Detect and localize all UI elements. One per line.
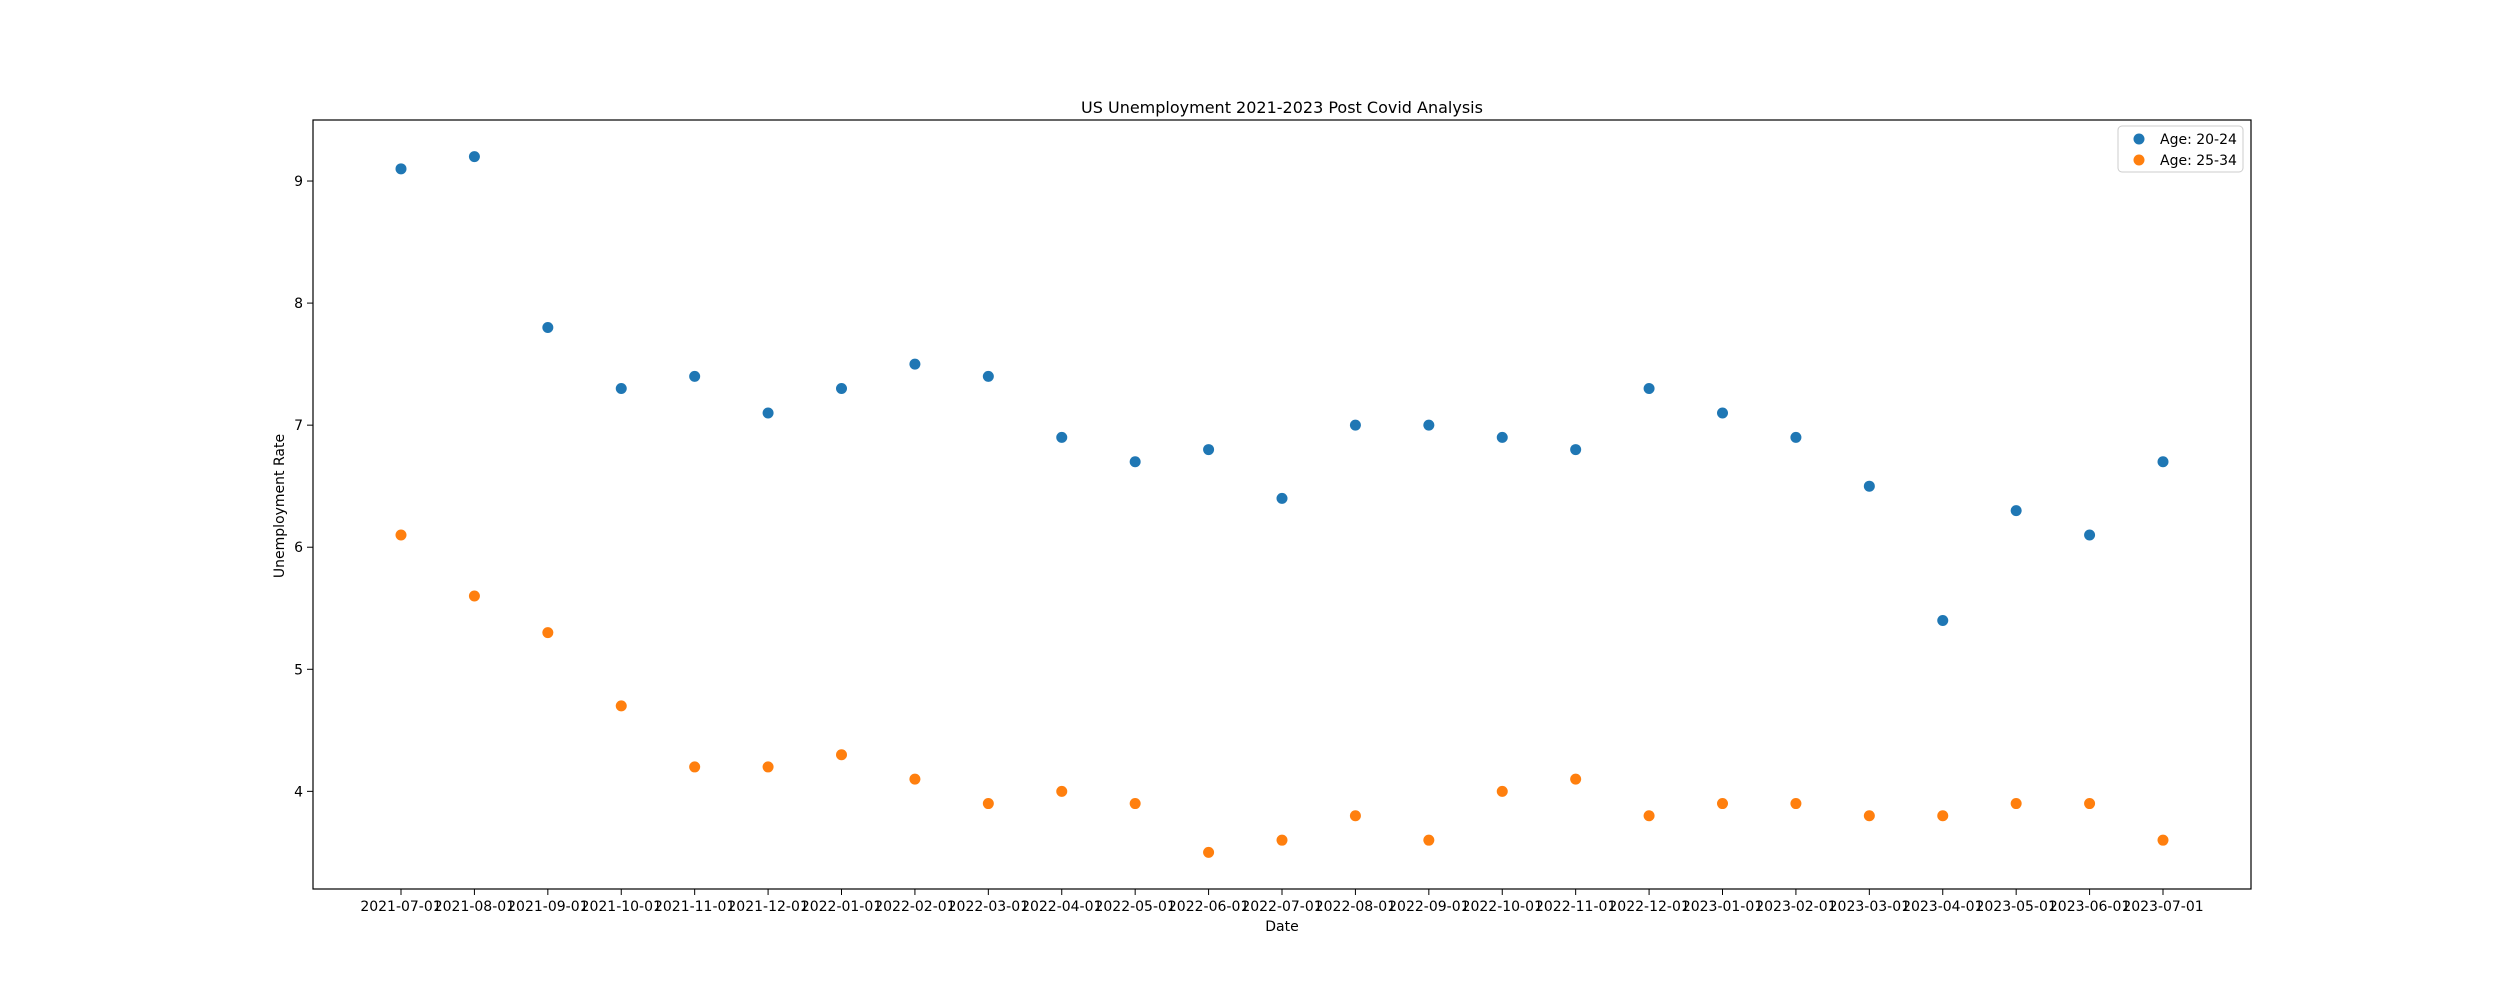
x-tick-label: 2021-11-01 bbox=[654, 899, 735, 915]
data-point bbox=[1349, 810, 1361, 822]
data-point bbox=[2084, 529, 2096, 541]
x-tick-label: 2023-07-01 bbox=[2122, 899, 2203, 915]
data-point bbox=[615, 383, 627, 395]
data-point bbox=[2010, 505, 2022, 517]
data-point bbox=[615, 700, 627, 712]
y-tick-label: 6 bbox=[294, 540, 303, 556]
x-tick-label: 2021-08-01 bbox=[434, 899, 515, 915]
data-point bbox=[395, 529, 407, 541]
x-tick-label: 2023-01-01 bbox=[1682, 899, 1763, 915]
x-tick-label: 2022-06-01 bbox=[1168, 899, 1249, 915]
legend-label: Age: 20-24 bbox=[2160, 132, 2237, 148]
chart-title: US Unemployment 2021-2023 Post Covid Ana… bbox=[1081, 98, 1483, 117]
data-point bbox=[1790, 431, 1802, 443]
y-tick-label: 9 bbox=[294, 174, 303, 190]
data-point bbox=[982, 370, 994, 382]
data-point bbox=[1203, 444, 1215, 456]
x-axis-label: Date bbox=[1265, 919, 1298, 935]
data-point bbox=[1056, 431, 1068, 443]
x-tick-label: 2023-05-01 bbox=[1975, 899, 2056, 915]
y-axis-label: Unemployment Rate bbox=[272, 434, 288, 578]
x-tick-label: 2021-10-01 bbox=[581, 899, 662, 915]
x-tick-label: 2023-04-01 bbox=[1902, 899, 1983, 915]
legend-box bbox=[2117, 125, 2244, 173]
data-point bbox=[1717, 798, 1728, 810]
legend-label: Age: 25-34 bbox=[2160, 153, 2237, 169]
legend-marker bbox=[2133, 133, 2145, 145]
x-tick-label: 2023-03-01 bbox=[1829, 899, 1910, 915]
data-point bbox=[1717, 407, 1728, 419]
data-point bbox=[762, 761, 774, 773]
data-point bbox=[689, 370, 701, 382]
legend-marker bbox=[2133, 154, 2145, 166]
data-point bbox=[395, 163, 407, 175]
x-tick-label: 2022-09-01 bbox=[1388, 899, 1469, 915]
y-tick-label: 4 bbox=[294, 784, 303, 800]
x-tick-label: 2021-12-01 bbox=[727, 899, 808, 915]
data-point bbox=[468, 590, 480, 602]
x-tick-label: 2022-03-01 bbox=[948, 899, 1029, 915]
data-point bbox=[1863, 810, 1875, 822]
x-tick-label: 2022-11-01 bbox=[1535, 899, 1616, 915]
data-point bbox=[468, 151, 480, 163]
data-point bbox=[1570, 773, 1582, 785]
x-tick-label: 2022-08-01 bbox=[1315, 899, 1396, 915]
data-point bbox=[1423, 419, 1435, 431]
data-points bbox=[395, 151, 2169, 858]
data-point bbox=[542, 627, 554, 639]
x-ticks: 2021-07-012021-08-012021-09-012021-10-01… bbox=[360, 889, 2204, 915]
data-point bbox=[2084, 798, 2096, 810]
data-point bbox=[1496, 431, 1508, 443]
x-tick-label: 2023-02-01 bbox=[1755, 899, 1836, 915]
data-point bbox=[1349, 419, 1361, 431]
y-ticks: 4 5 6 7 8 9 bbox=[294, 174, 313, 800]
data-point bbox=[1056, 785, 1068, 797]
data-point bbox=[1496, 785, 1508, 797]
data-point bbox=[1643, 810, 1655, 822]
axes bbox=[312, 119, 2252, 890]
data-point bbox=[1423, 834, 1435, 846]
data-point bbox=[909, 773, 921, 785]
data-point bbox=[689, 761, 701, 773]
x-tick-label: 2022-04-01 bbox=[1021, 899, 1102, 915]
data-point bbox=[1129, 798, 1141, 810]
data-point bbox=[1276, 834, 1288, 846]
x-tick-label: 2021-07-01 bbox=[360, 899, 441, 915]
x-tick-label: 2023-06-01 bbox=[2049, 899, 2130, 915]
y-tick-label: 8 bbox=[294, 296, 303, 312]
data-point bbox=[1937, 810, 1949, 822]
data-point bbox=[1863, 480, 1875, 492]
data-point bbox=[982, 798, 994, 810]
data-point bbox=[2157, 834, 2169, 846]
data-point bbox=[2157, 456, 2169, 468]
data-point bbox=[1276, 492, 1288, 504]
data-point bbox=[762, 407, 774, 419]
x-tick-label: 2022-10-01 bbox=[1462, 899, 1543, 915]
data-point bbox=[542, 322, 554, 334]
data-point bbox=[1790, 798, 1802, 810]
x-tick-label: 2022-02-01 bbox=[874, 899, 955, 915]
x-tick-label: 2022-07-01 bbox=[1241, 899, 1322, 915]
series-2 bbox=[395, 529, 2169, 858]
x-tick-label: 2022-12-01 bbox=[1608, 899, 1689, 915]
legend: Age: 20-24 Age: 25-34 bbox=[2117, 125, 2244, 173]
data-point bbox=[1203, 846, 1215, 858]
x-tick-label: 2021-09-01 bbox=[507, 899, 588, 915]
data-point bbox=[836, 383, 847, 395]
series-1 bbox=[395, 151, 2169, 626]
x-tick-label: 2022-05-01 bbox=[1094, 899, 1175, 915]
y-tick-label: 7 bbox=[294, 418, 303, 434]
x-tick-label: 2022-01-01 bbox=[801, 899, 882, 915]
data-point bbox=[1937, 614, 1949, 626]
data-point bbox=[1570, 444, 1582, 456]
data-point bbox=[909, 358, 921, 370]
data-point bbox=[1129, 456, 1141, 468]
data-point bbox=[836, 749, 847, 761]
data-point bbox=[1643, 383, 1655, 395]
y-tick-label: 5 bbox=[294, 662, 303, 678]
data-point bbox=[2010, 798, 2022, 810]
plot-frame bbox=[312, 119, 2252, 890]
